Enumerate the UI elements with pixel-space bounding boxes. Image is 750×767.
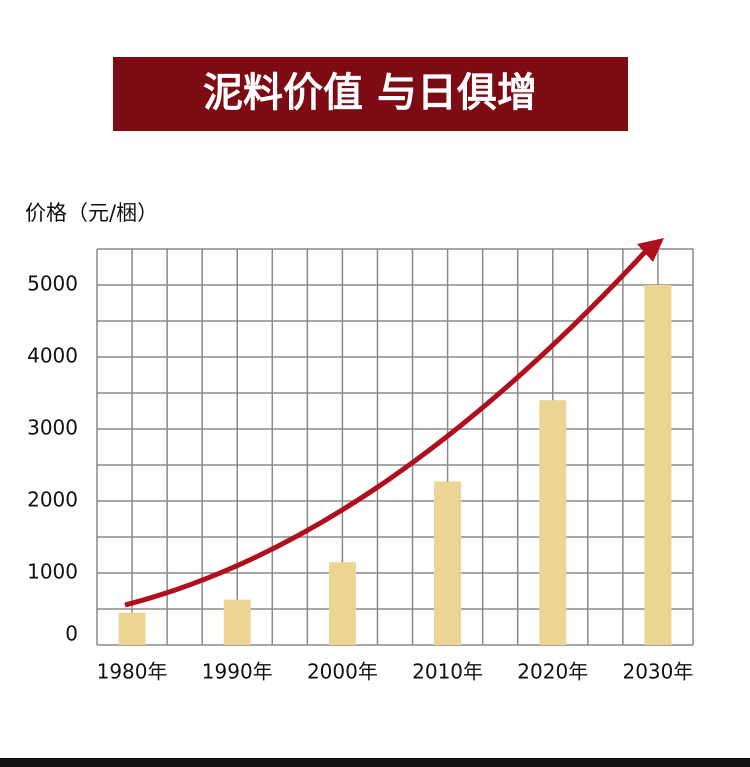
arrow-head (637, 238, 664, 262)
bar (328, 562, 356, 645)
x-tick-label: 2000年 (307, 660, 378, 684)
y-tick-label: 3000 (27, 416, 78, 440)
chart-title: 泥料价值 与日俱增 (203, 70, 537, 116)
y-axis-label: 价格（元/梱） (25, 201, 158, 225)
bars (118, 285, 672, 645)
y-tick-label: 5000 (27, 272, 78, 296)
bar (118, 612, 146, 645)
bottom-border (0, 758, 750, 767)
x-tick-label: 2010年 (412, 660, 483, 684)
bar (434, 481, 462, 645)
y-tick-label: 4000 (27, 344, 78, 368)
bar (539, 400, 567, 645)
x-tick-label: 1990年 (202, 660, 273, 684)
bar (223, 599, 251, 645)
y-tick-label: 1000 (27, 560, 78, 584)
title-banner (113, 57, 628, 131)
x-tick-label: 1980年 (97, 660, 168, 684)
y-tick-label: 0 (65, 622, 78, 646)
y-tick-label: 2000 (27, 488, 78, 512)
x-tick-label: 2030年 (622, 660, 693, 684)
trend-arrow (124, 250, 647, 608)
x-tick-label: 2020年 (517, 660, 588, 684)
bar (644, 285, 672, 645)
